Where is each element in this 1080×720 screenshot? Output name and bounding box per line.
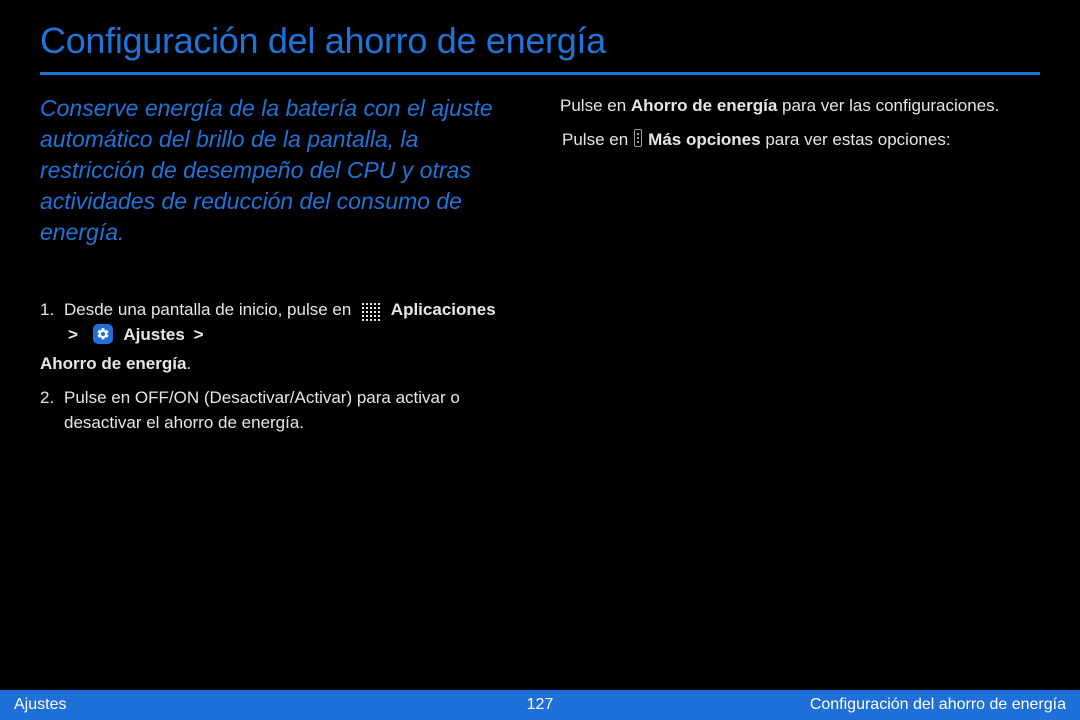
- arrow-icon: >: [194, 325, 204, 344]
- step-text: Pulse en OFF/ON (Desactivar/Activar) par…: [64, 386, 510, 435]
- page: Configuración del ahorro de energía Cons…: [0, 0, 1080, 720]
- apps-icon: [362, 303, 380, 321]
- instructions: 1. Desde una pantalla de inicio, pulse e…: [40, 298, 510, 435]
- step-text: Desde una pantalla de inicio, pulse en A…: [64, 298, 510, 376]
- powersave-label: Ahorro de energía: [40, 354, 186, 373]
- more-options-icon: [634, 129, 642, 147]
- content-area: Configuración del ahorro de energía Cons…: [0, 0, 1080, 445]
- step-number: 1.: [40, 298, 64, 323]
- apps-label: Aplicaciones: [391, 300, 496, 319]
- description-text: Conserve energía de la batería con el aj…: [40, 93, 510, 248]
- footer: Ajustes 127 Configuración del ahorro de …: [0, 690, 1080, 720]
- right-column: Pulse en Ahorro de energía para ver las …: [510, 93, 1040, 445]
- step-1: 1. Desde una pantalla de inicio, pulse e…: [40, 298, 510, 376]
- footer-left: Ajustes: [14, 696, 66, 714]
- arrow-icon: >: [68, 325, 78, 344]
- footer-page-number: 127: [527, 696, 554, 714]
- step-2: 2. Pulse en OFF/ON (Desactivar/Activar) …: [40, 386, 510, 435]
- more-options-line: Pulse en Más opciones para ver estas opc…: [560, 127, 1040, 153]
- right-lead: Pulse en Ahorro de energía para ver las …: [560, 93, 1040, 119]
- columns: Conserve energía de la batería con el aj…: [40, 93, 1040, 445]
- footer-right: Configuración del ahorro de energía: [810, 696, 1066, 714]
- settings-label: Ajustes: [123, 325, 184, 344]
- settings-icon: [93, 324, 113, 344]
- more-label: Más opciones: [648, 127, 760, 153]
- page-title: Configuración del ahorro de energía: [40, 20, 1040, 75]
- more-prefix: Pulse en: [562, 127, 628, 153]
- right-text: Pulse en Ahorro de energía para ver las …: [560, 93, 1040, 152]
- left-column: Conserve energía de la batería con el aj…: [40, 93, 510, 445]
- step1-prefix: Desde una pantalla de inicio, pulse en: [64, 300, 351, 319]
- more-tail: para ver estas opciones:: [765, 127, 950, 153]
- step-number: 2.: [40, 386, 64, 411]
